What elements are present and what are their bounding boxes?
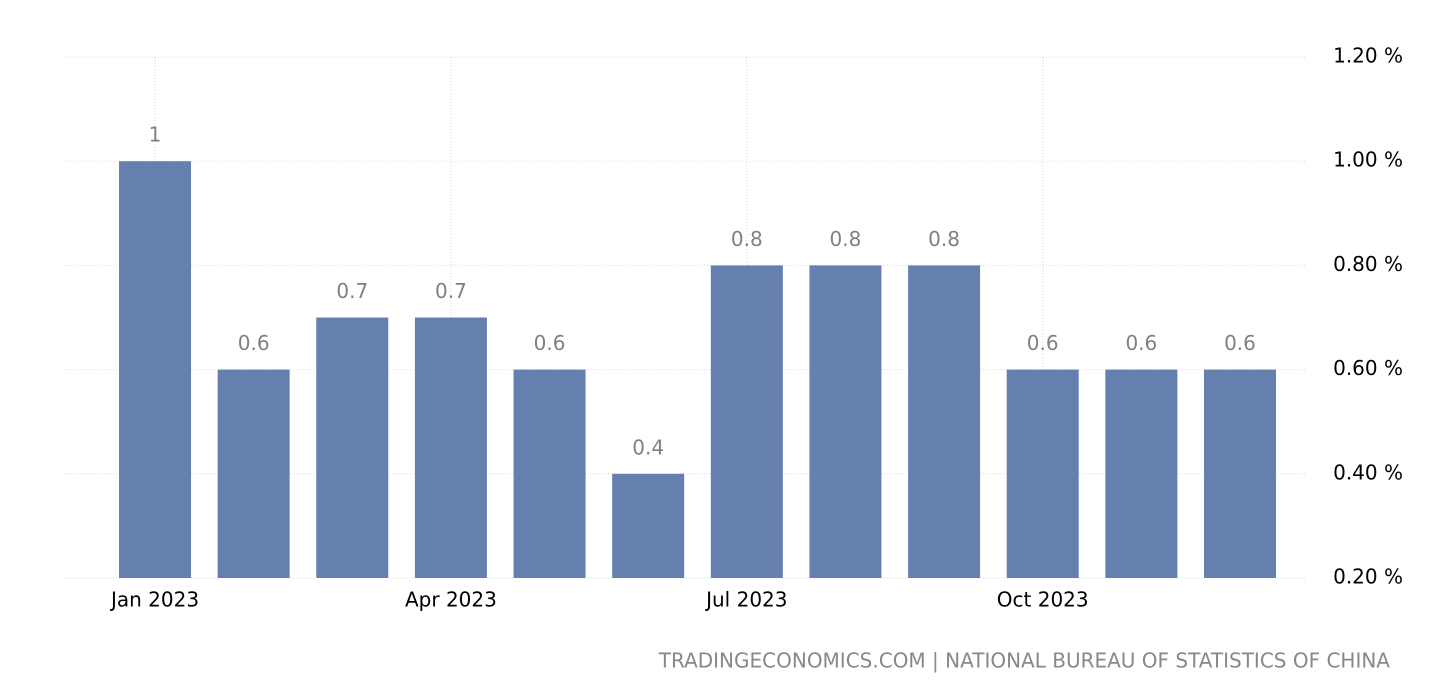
- y-tick-label: 1.20 %: [1333, 44, 1403, 68]
- bar: [908, 265, 981, 578]
- data-label: 0.6: [534, 331, 566, 355]
- bar: [612, 473, 685, 578]
- x-tick-label: Jan 2023: [109, 588, 199, 612]
- y-tick-label: 0.80 %: [1333, 252, 1403, 276]
- y-tick-label: 0.60 %: [1333, 356, 1403, 380]
- data-label: 0.6: [238, 331, 270, 355]
- x-tick-label: Jul 2023: [704, 588, 787, 612]
- bar: [513, 369, 586, 578]
- y-tick-label: 0.20 %: [1333, 565, 1403, 589]
- bar: [1203, 369, 1276, 578]
- bar: [316, 317, 389, 578]
- bar: [119, 161, 192, 578]
- data-label: 0.6: [1125, 331, 1157, 355]
- data-label: 0.7: [435, 279, 467, 303]
- data-label: 0.6: [1224, 331, 1256, 355]
- data-label: 0.4: [632, 435, 664, 459]
- data-label: 0.8: [928, 227, 960, 251]
- bar: [809, 265, 882, 578]
- y-tick-label: 0.40 %: [1333, 460, 1403, 484]
- x-tick-label: Oct 2023: [997, 588, 1089, 612]
- bar: [710, 265, 783, 578]
- data-label: 0.7: [336, 279, 368, 303]
- data-label: 0.8: [830, 227, 862, 251]
- source: TRADINGECONOMICS.COM | NATIONAL BUREAU O…: [658, 649, 1391, 673]
- x-tick-label: Apr 2023: [405, 588, 497, 612]
- bar: [414, 317, 487, 578]
- data-label: 1: [149, 123, 162, 147]
- data-label: 0.8: [731, 227, 763, 251]
- data-label: 0.6: [1027, 331, 1059, 355]
- bar: [1006, 369, 1079, 578]
- bar: [217, 369, 290, 578]
- bar: [1105, 369, 1178, 578]
- y-tick-label: 1.00 %: [1333, 148, 1403, 172]
